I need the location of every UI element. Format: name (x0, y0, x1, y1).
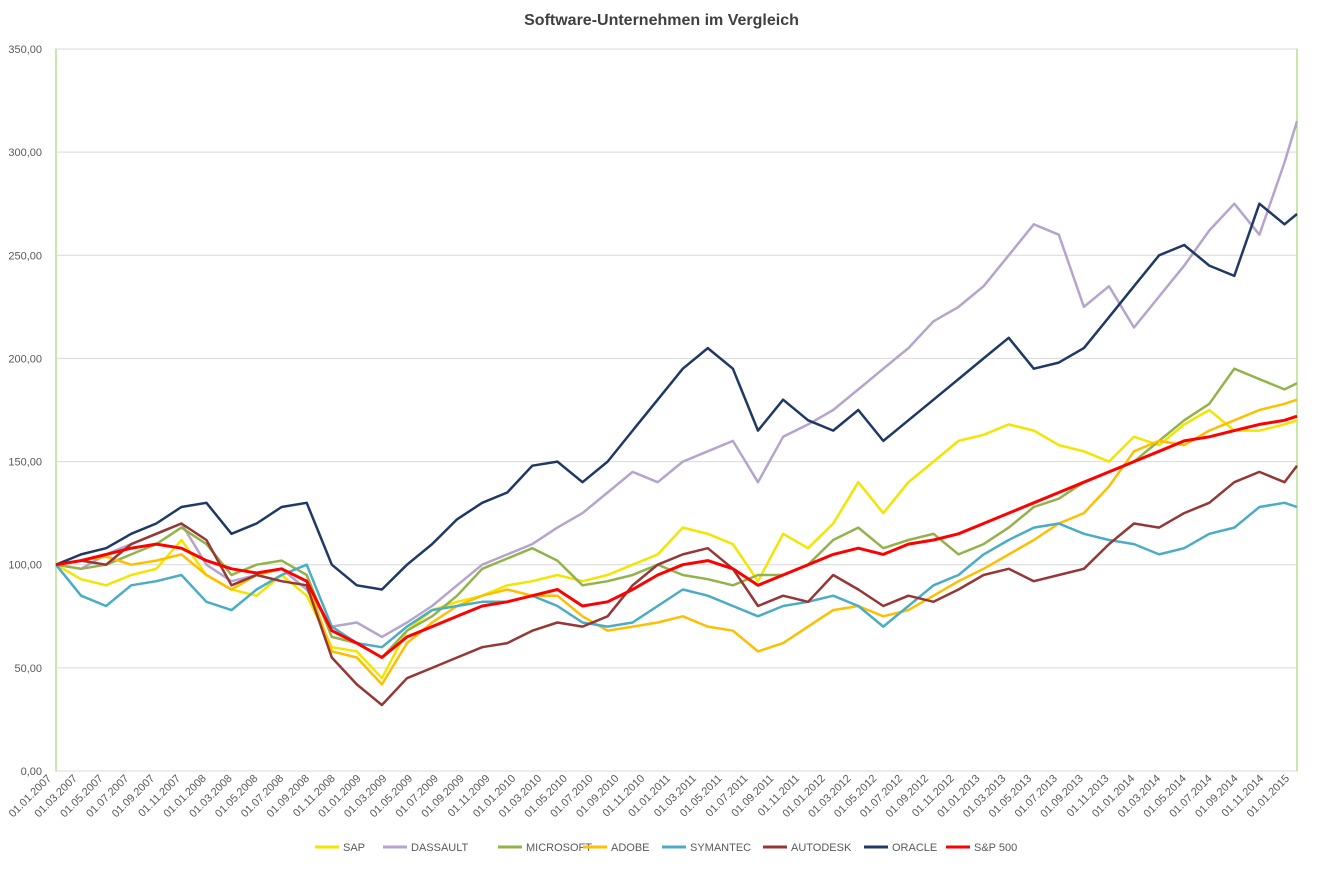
legend-label: MICROSOFT (526, 842, 592, 854)
y-tick-label: 250,00 (8, 250, 42, 262)
legend-label: SAP (343, 842, 365, 854)
y-tick-label: 350,00 (8, 44, 42, 56)
series-line (55, 120, 1299, 639)
series-line (55, 501, 1298, 649)
legend-label: ORACLE (892, 842, 937, 854)
legend-label: AUTODESK (791, 842, 852, 854)
y-tick-label: 200,00 (8, 353, 42, 365)
legend-label: S&P 500 (974, 842, 1017, 854)
legend-label: DASSAULT (411, 842, 469, 854)
series-line (55, 202, 1298, 591)
chart-title: Software-Unternehmen im Vergleich (524, 12, 799, 29)
y-tick-label: 100,00 (8, 560, 42, 572)
series-line (55, 367, 1298, 659)
y-tick-label: 50,00 (14, 663, 42, 675)
y-tick-label: 300,00 (8, 147, 42, 159)
series-line (55, 408, 1298, 680)
series-line (55, 414, 1298, 659)
legend-label: SYMANTEC (690, 842, 751, 854)
series-line (55, 464, 1298, 707)
y-tick-label: 0,00 (21, 766, 42, 778)
legend-label: ADOBE (611, 842, 650, 854)
plot-area-border (55, 48, 1298, 772)
y-tick-label: 150,00 (8, 457, 42, 469)
